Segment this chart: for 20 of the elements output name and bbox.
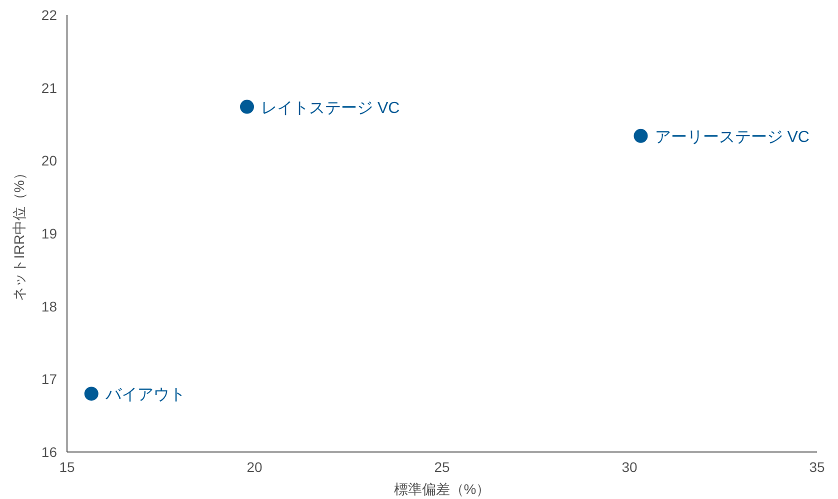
x-tick-label: 30 xyxy=(622,459,638,475)
y-tick-label: 21 xyxy=(41,80,58,96)
series-label: レイトステージ VC xyxy=(261,100,400,117)
x-tick-label: 35 xyxy=(809,459,825,475)
point xyxy=(84,386,98,401)
y-tick-label: 20 xyxy=(41,152,58,169)
y-tick-label: 19 xyxy=(41,226,58,242)
series-label: バイアウト xyxy=(104,386,186,404)
y-tick-label: 18 xyxy=(41,298,58,314)
x-tick-label: 20 xyxy=(246,459,262,475)
y-axis-title: ネットIRR中位（%） xyxy=(11,166,27,301)
x-tick-label: 15 xyxy=(59,459,75,475)
point xyxy=(240,100,254,114)
x-axis-title: 標準偏差（%） xyxy=(394,481,490,497)
y-tick-label: 17 xyxy=(41,371,58,388)
point xyxy=(634,128,648,143)
y-tick-label: 16 xyxy=(41,444,58,460)
y-tick-label: 22 xyxy=(41,7,58,23)
series-label: アーリーステージ VC xyxy=(654,128,810,146)
x-tick-label: 25 xyxy=(434,459,450,475)
